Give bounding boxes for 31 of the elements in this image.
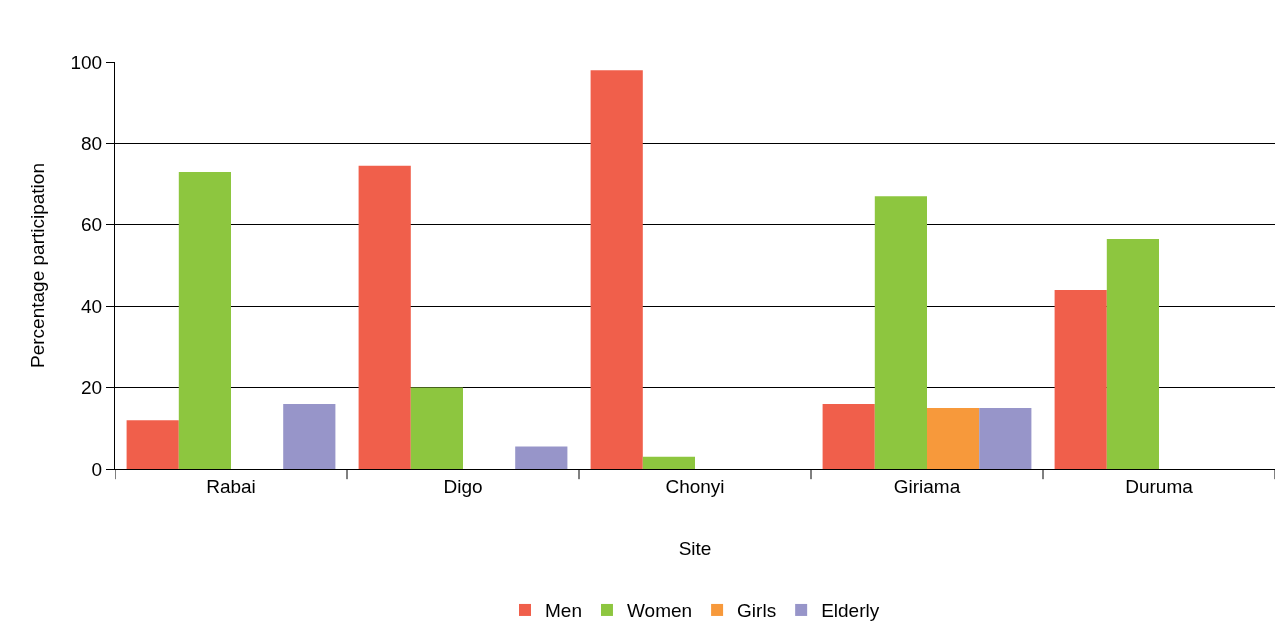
bar: [178, 171, 231, 469]
y-tick-label: 0: [91, 458, 103, 480]
y-axis-title: Percentage participation: [27, 163, 49, 368]
bar: [1106, 239, 1159, 469]
legend-label: Girls: [737, 600, 777, 622]
bar: [874, 196, 927, 469]
bar: [927, 407, 980, 469]
x-tick-label: Rabai: [206, 475, 256, 497]
x-tick-label: Digo: [443, 475, 483, 497]
x-axis-title: Site: [678, 537, 712, 559]
legend-label: Elderly: [821, 600, 880, 622]
y-tick-label: 40: [81, 295, 103, 317]
x-tick-label: Giriama: [893, 475, 961, 497]
y-tick-label: 80: [81, 133, 103, 155]
x-tick-label: Duruma: [1125, 475, 1194, 497]
bar: [979, 407, 1032, 469]
bar: [410, 387, 463, 469]
bar: [358, 165, 411, 469]
bar: [590, 70, 643, 469]
bar: [126, 420, 179, 469]
y-tick-label: 60: [81, 214, 103, 236]
legend-label: Men: [545, 600, 582, 622]
y-tick-label: 20: [81, 377, 103, 399]
legend-label: Women: [626, 600, 693, 622]
y-tick-label: 100: [70, 51, 103, 73]
bar: [515, 446, 568, 469]
bar: [283, 403, 336, 469]
x-tick-label: Chonyi: [665, 475, 725, 497]
bar: [642, 456, 695, 469]
bar: [1054, 289, 1107, 469]
bar: [822, 403, 875, 469]
